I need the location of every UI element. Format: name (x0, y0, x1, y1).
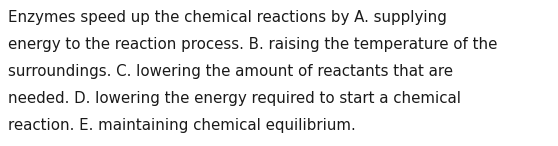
Text: surroundings. C. lowering the amount of reactants that are: surroundings. C. lowering the amount of … (8, 64, 453, 79)
Text: Enzymes speed up the chemical reactions by A. supplying: Enzymes speed up the chemical reactions … (8, 10, 447, 25)
Text: energy to the reaction process. B. raising the temperature of the: energy to the reaction process. B. raisi… (8, 37, 497, 52)
Text: reaction. E. maintaining chemical equilibrium.: reaction. E. maintaining chemical equili… (8, 118, 355, 133)
Text: needed. D. lowering the energy required to start a chemical: needed. D. lowering the energy required … (8, 91, 461, 106)
